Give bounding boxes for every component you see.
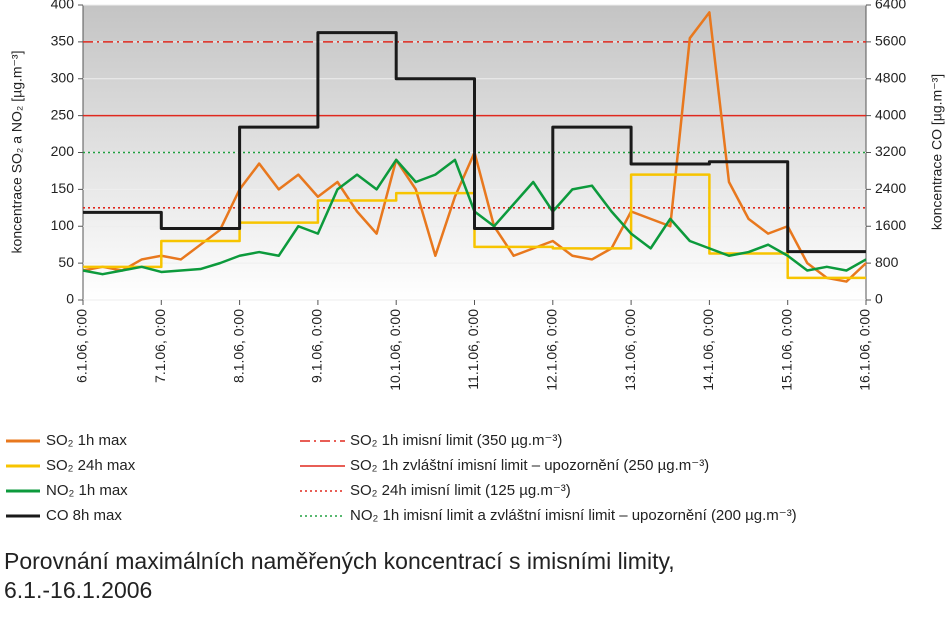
y-tick-label: 0 [66,291,74,307]
x-tick-label: 8.1.06, 0:00 [230,309,246,383]
y-axis-title: koncentrace SO₂ a NO₂ [µg.m⁻³] [9,51,25,254]
x-tick-label: 6.1.06, 0:00 [74,309,90,383]
x-tick-label: 7.1.06, 0:00 [152,309,168,383]
y-tick-label: 50 [58,254,74,270]
legend-label: CO 8h max [46,507,122,524]
y-tick-label: 100 [51,217,75,233]
x-tick-label: 10.1.06, 0:00 [387,309,403,391]
y2-axis-title: koncentrace CO [µg.m⁻³] [929,74,945,230]
y2-tick-label: 1600 [875,217,906,233]
legend-label: NO₂ 1h max [46,482,128,499]
legend-label: SO₂ 1h zvláštní imisní limit – upozorněn… [350,457,709,474]
y2-tick-label: 5600 [875,33,906,49]
x-tick-label: 9.1.06, 0:00 [309,309,325,383]
y2-tick-label: 2400 [875,180,906,196]
legend-label: SO₂ 24h imisní limit (125 µg.m⁻³) [350,482,571,499]
x-tick-label: 12.1.06, 0:00 [544,309,560,391]
x-tick-label: 11.1.06, 0:00 [465,309,481,390]
chart-title: Porovnání maximálních naměřených koncent… [4,548,675,574]
y2-tick-label: 6400 [875,0,906,12]
y2-tick-label: 0 [875,291,883,307]
x-tick-label: 16.1.06, 0:00 [857,309,873,391]
y2-tick-label: 3200 [875,143,906,159]
y-tick-label: 300 [51,69,75,85]
x-tick-label: 15.1.06, 0:00 [778,309,794,391]
legend-label: SO₂ 1h imisní limit (350 µg.m⁻³) [350,432,562,449]
y-tick-label: 400 [51,0,75,12]
legend-label: SO₂ 24h max [46,457,136,474]
y-tick-label: 350 [51,33,75,49]
y-tick-label: 200 [51,143,75,159]
legend-label: NO₂ 1h imisní limit a zvláštní imisní li… [350,507,797,524]
y-tick-label: 250 [51,106,75,122]
y2-tick-label: 4800 [875,69,906,85]
y-tick-label: 150 [51,180,75,196]
legend-label: SO₂ 1h max [46,432,127,449]
chart-title: 6.1.-16.1.2006 [4,577,152,603]
x-tick-label: 14.1.06, 0:00 [700,309,716,391]
y2-tick-label: 800 [875,254,899,270]
x-tick-label: 13.1.06, 0:00 [622,309,638,391]
series-line [83,31,866,254]
y2-tick-label: 4000 [875,106,906,122]
